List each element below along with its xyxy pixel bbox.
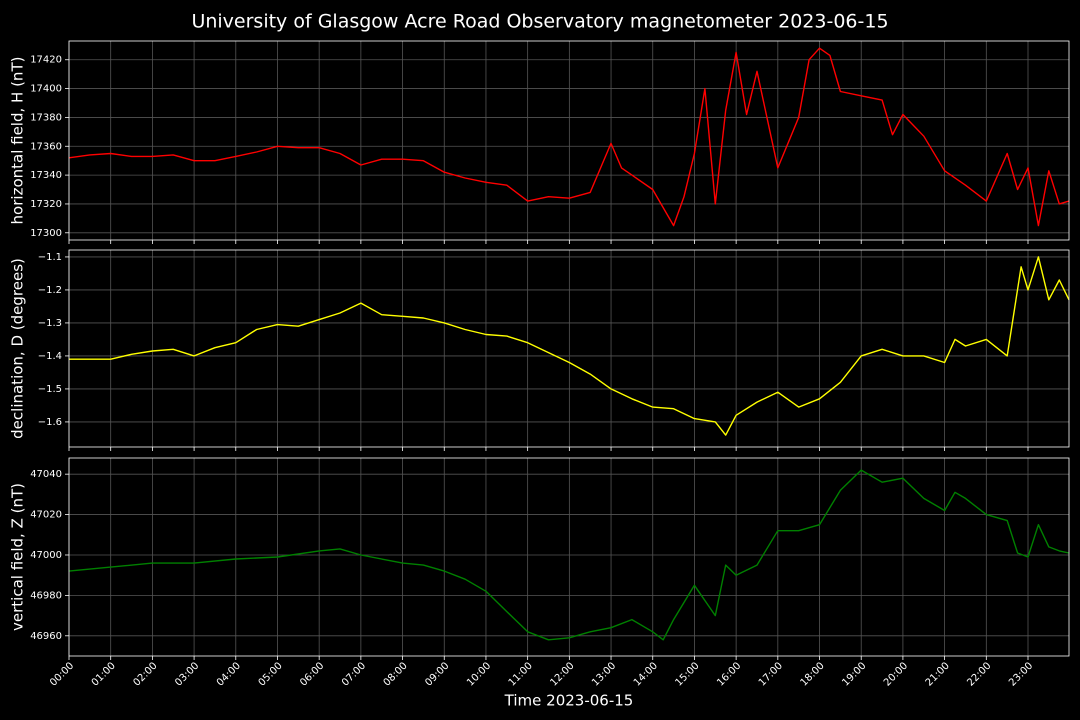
x-tick-label: 17:00 [757,660,785,688]
x-tick-label: 23:00 [1007,660,1035,688]
x-tick-label: 04:00 [215,660,243,688]
plot-frame [68,40,1070,241]
x-tick-label: 16:00 [715,660,743,688]
y-tick-label: −1.4 [38,351,62,362]
x-tick-label: 20:00 [882,660,910,688]
data-line [68,47,1070,227]
y-tick-label: 47040 [30,469,62,480]
data-line [68,469,1070,641]
y-tick-label: −1.5 [38,384,62,395]
y-tick-label: 17320 [30,199,62,210]
y-tick-label: −1.2 [38,285,62,296]
y-tick-label: 17400 [30,84,62,95]
y-tick-label: 46980 [30,590,62,601]
x-tick-label: 01:00 [90,660,118,688]
x-axis-label: Time 2023-06-15 [504,692,634,710]
y-tick-label: 17420 [30,55,62,66]
y-tick-label: 17360 [30,141,62,152]
x-tick-label: 12:00 [548,660,576,688]
y-tick-label: 47000 [30,550,62,561]
y-axis-label: horizontal field, H (nT) [9,57,27,225]
x-tick-label: 00:00 [48,660,76,688]
y-tick-label: 17300 [30,228,62,239]
y-tick-label: −1.3 [38,318,62,329]
x-tick-label: 08:00 [382,660,410,688]
x-tick-label: 06:00 [298,660,326,688]
y-tick-label: 17380 [30,112,62,123]
y-tick-label: −1.6 [38,417,62,428]
x-tick-label: 02:00 [131,660,159,688]
x-tick-label: 13:00 [590,660,618,688]
y-tick-label: 47020 [30,510,62,521]
y-tick-label: 46960 [30,631,62,642]
chart-title: University of Glasgow Acre Road Observat… [191,11,888,33]
y-axis-label: vertical field, Z (nT) [9,483,27,631]
data-line [69,256,1070,436]
x-tick-label: 15:00 [674,660,702,688]
x-tick-label: 10:00 [465,660,493,688]
x-tick-label: 11:00 [507,660,535,688]
x-tick-label: 22:00 [965,660,993,688]
x-tick-label: 05:00 [257,660,285,688]
x-tick-label: 21:00 [924,660,952,688]
plot-frame [68,249,1070,448]
x-tick-label: 19:00 [840,660,868,688]
x-tick-label: 03:00 [173,660,201,688]
x-tick-label: 07:00 [340,660,368,688]
x-tick-label: 09:00 [423,660,451,688]
plot-frame [68,457,1070,657]
y-tick-label: −1.1 [38,252,62,263]
x-tick-label: 14:00 [632,660,660,688]
y-tick-label: 17340 [30,170,62,181]
y-axis-label: declination, D (degrees) [9,258,27,439]
x-tick-label: 18:00 [799,660,827,688]
